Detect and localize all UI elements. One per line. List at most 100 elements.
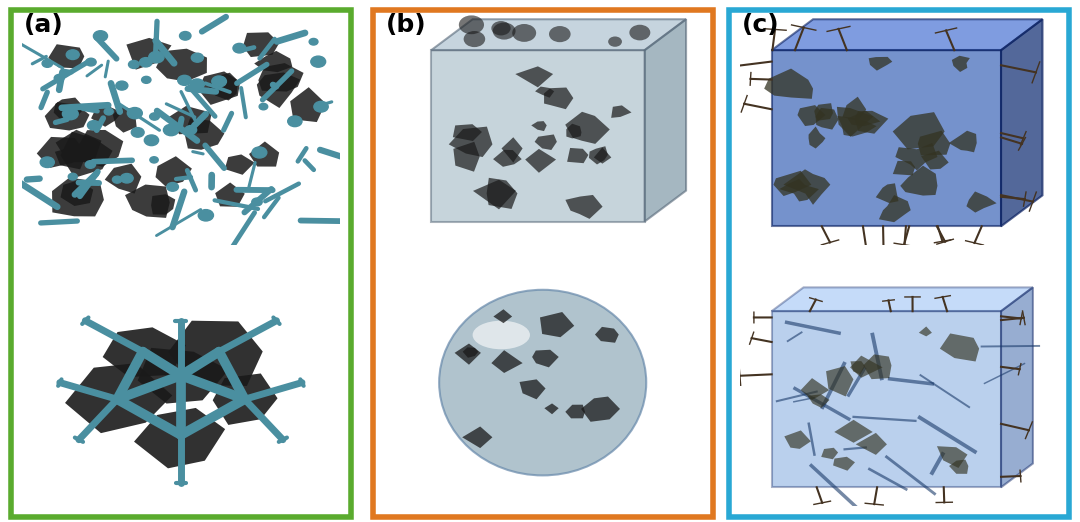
Polygon shape — [91, 106, 122, 127]
Circle shape — [259, 103, 268, 110]
Circle shape — [492, 22, 515, 40]
Circle shape — [252, 198, 262, 206]
Polygon shape — [808, 394, 829, 408]
Circle shape — [112, 176, 122, 183]
Polygon shape — [473, 180, 516, 209]
Circle shape — [116, 81, 127, 90]
Polygon shape — [44, 102, 90, 130]
Polygon shape — [837, 107, 874, 137]
Polygon shape — [842, 97, 866, 121]
Polygon shape — [65, 363, 173, 433]
Polygon shape — [780, 179, 819, 201]
Polygon shape — [78, 130, 123, 167]
Polygon shape — [126, 38, 172, 69]
Circle shape — [121, 173, 133, 183]
Polygon shape — [809, 126, 825, 149]
Polygon shape — [112, 106, 137, 133]
Polygon shape — [940, 334, 980, 362]
Polygon shape — [453, 124, 482, 141]
Circle shape — [549, 26, 570, 42]
Polygon shape — [784, 431, 811, 449]
Polygon shape — [55, 146, 85, 169]
Polygon shape — [501, 137, 523, 162]
Polygon shape — [855, 433, 887, 455]
Polygon shape — [213, 373, 278, 425]
Polygon shape — [254, 51, 293, 72]
Circle shape — [190, 79, 204, 90]
Polygon shape — [848, 111, 880, 126]
Polygon shape — [772, 50, 1001, 227]
Polygon shape — [525, 149, 556, 173]
Polygon shape — [565, 405, 585, 418]
Polygon shape — [581, 397, 620, 422]
Polygon shape — [868, 57, 892, 70]
Polygon shape — [532, 350, 558, 367]
Polygon shape — [535, 87, 554, 98]
Polygon shape — [772, 19, 1042, 50]
Circle shape — [309, 39, 318, 45]
Polygon shape — [225, 155, 255, 175]
Polygon shape — [850, 355, 882, 378]
Polygon shape — [60, 180, 93, 206]
Polygon shape — [519, 379, 545, 399]
Circle shape — [149, 52, 164, 63]
Polygon shape — [454, 142, 480, 172]
Polygon shape — [765, 68, 813, 99]
Polygon shape — [151, 194, 175, 215]
Polygon shape — [291, 87, 325, 122]
Polygon shape — [800, 378, 829, 400]
Circle shape — [459, 16, 484, 34]
Polygon shape — [134, 408, 225, 468]
Polygon shape — [1001, 288, 1032, 488]
Polygon shape — [544, 404, 558, 414]
Circle shape — [608, 37, 622, 47]
Polygon shape — [168, 321, 262, 386]
Circle shape — [42, 60, 53, 67]
Polygon shape — [55, 130, 102, 162]
Polygon shape — [967, 192, 997, 212]
Polygon shape — [105, 164, 141, 194]
Polygon shape — [826, 366, 853, 397]
Polygon shape — [594, 147, 611, 163]
Circle shape — [40, 157, 54, 168]
Circle shape — [150, 113, 160, 120]
Circle shape — [191, 53, 203, 62]
Polygon shape — [893, 112, 945, 149]
Polygon shape — [156, 49, 207, 81]
Circle shape — [68, 173, 78, 180]
Polygon shape — [837, 116, 877, 137]
Polygon shape — [919, 326, 932, 336]
Ellipse shape — [473, 321, 530, 349]
Polygon shape — [198, 72, 240, 105]
Polygon shape — [834, 420, 873, 443]
Polygon shape — [1001, 19, 1042, 227]
Circle shape — [139, 57, 152, 67]
Polygon shape — [249, 141, 279, 167]
Polygon shape — [531, 121, 546, 131]
Polygon shape — [566, 195, 603, 219]
Polygon shape — [863, 354, 891, 379]
Circle shape — [491, 21, 511, 35]
Polygon shape — [52, 177, 104, 217]
Polygon shape — [243, 32, 280, 57]
Polygon shape — [49, 44, 84, 68]
Polygon shape — [949, 459, 969, 474]
Polygon shape — [494, 309, 512, 323]
Circle shape — [87, 121, 100, 130]
Circle shape — [178, 75, 191, 86]
Polygon shape — [431, 19, 686, 50]
Polygon shape — [876, 183, 899, 203]
Polygon shape — [494, 150, 522, 167]
Polygon shape — [215, 183, 245, 207]
Polygon shape — [833, 457, 855, 471]
Circle shape — [54, 75, 64, 82]
Polygon shape — [645, 19, 686, 221]
Polygon shape — [137, 348, 229, 404]
Polygon shape — [611, 105, 632, 118]
Polygon shape — [540, 312, 575, 337]
Polygon shape — [821, 448, 838, 459]
Polygon shape — [937, 446, 968, 468]
Polygon shape — [431, 50, 645, 221]
Polygon shape — [901, 165, 937, 196]
Circle shape — [179, 31, 191, 40]
